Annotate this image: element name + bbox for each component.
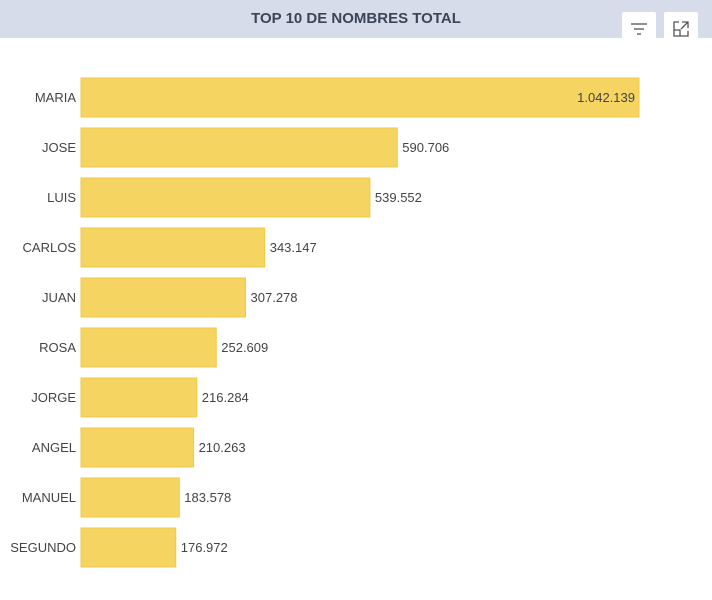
- category-label: JOSE: [42, 140, 76, 155]
- data-label: 176.972: [181, 540, 228, 555]
- data-label: 183.578: [184, 490, 231, 505]
- category-label: CARLOS: [23, 240, 77, 255]
- bar-angel[interactable]: [80, 427, 195, 468]
- bar-luis[interactable]: [80, 177, 371, 218]
- data-label: 539.552: [375, 190, 422, 205]
- data-label: 216.284: [202, 390, 249, 405]
- category-label: JORGE: [31, 390, 76, 405]
- bar-maria[interactable]: [80, 77, 640, 118]
- bar-jose[interactable]: [80, 127, 398, 168]
- data-label: 590.706: [402, 140, 449, 155]
- bar-manuel[interactable]: [80, 477, 180, 518]
- chart-title: TOP 10 DE NOMBRES TOTAL: [251, 10, 461, 27]
- data-label: 210.263: [199, 440, 246, 455]
- category-label: SEGUNDO: [10, 540, 76, 555]
- category-label: ROSA: [39, 340, 76, 355]
- category-label: MARIA: [35, 90, 77, 105]
- bar-rosa[interactable]: [80, 327, 217, 368]
- category-label: LUIS: [47, 190, 76, 205]
- data-label: 252.609: [221, 340, 268, 355]
- chart-header: [0, 0, 712, 38]
- filter-button[interactable]: [622, 12, 656, 46]
- category-label: ANGEL: [32, 440, 76, 455]
- filter-icon: [631, 23, 647, 35]
- expand-icon: [673, 21, 689, 37]
- expand-button[interactable]: [664, 12, 698, 46]
- bar-juan[interactable]: [80, 277, 247, 318]
- category-label: MANUEL: [22, 490, 76, 505]
- bar-carlos[interactable]: [80, 227, 266, 268]
- data-label: 1.042.139: [577, 90, 635, 105]
- bar-segundo[interactable]: [80, 527, 177, 568]
- data-label: 307.278: [251, 290, 298, 305]
- category-label: JUAN: [42, 290, 76, 305]
- bar-jorge[interactable]: [80, 377, 198, 418]
- data-label: 343.147: [270, 240, 317, 255]
